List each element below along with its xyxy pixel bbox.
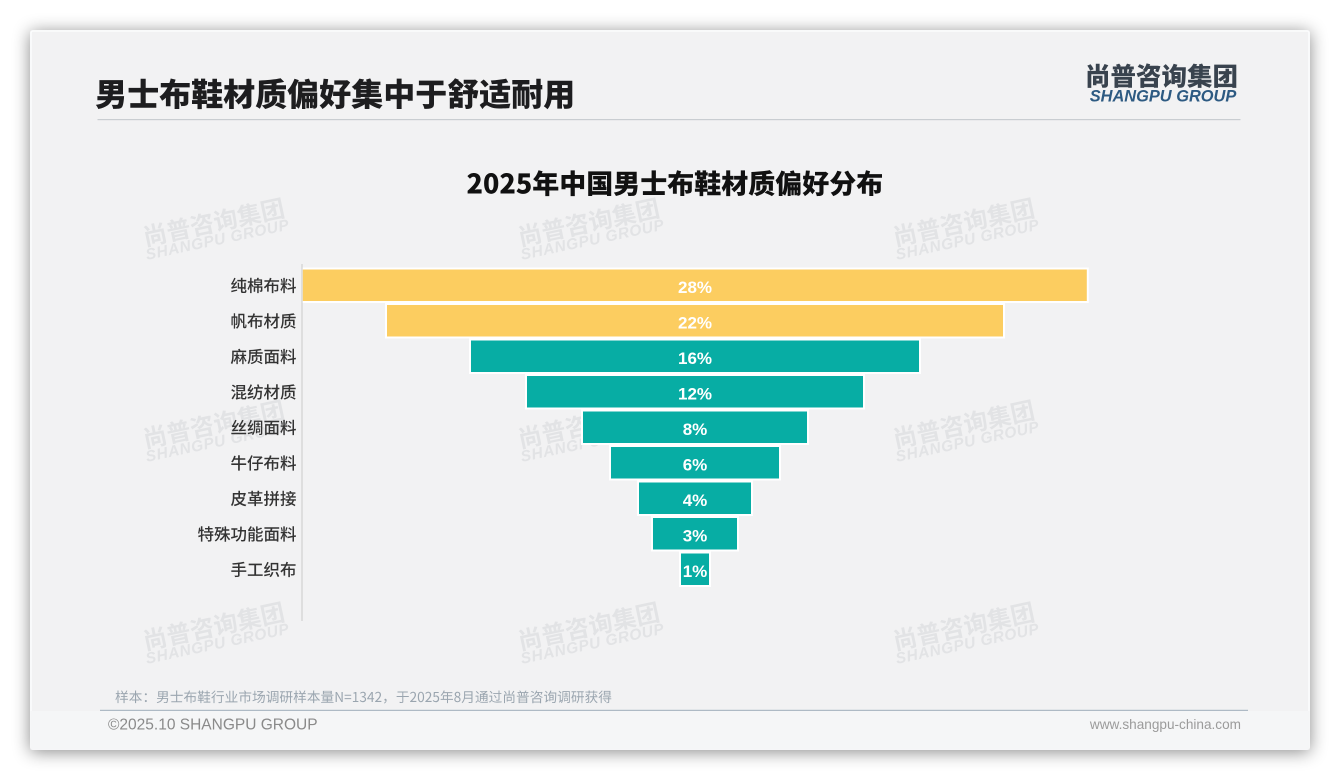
- svg-text:4%: 4%: [683, 491, 708, 510]
- svg-text:www.shangpu-china.com: www.shangpu-china.com: [1089, 717, 1241, 732]
- svg-text:3%: 3%: [683, 526, 708, 545]
- svg-text:12%: 12%: [678, 384, 712, 403]
- svg-text:22%: 22%: [678, 313, 712, 332]
- svg-text:©2025.10 SHANGPU GROUP: ©2025.10 SHANGPU GROUP: [108, 717, 318, 734]
- svg-text:16%: 16%: [678, 349, 712, 368]
- svg-text:SHANGPU GROUP: SHANGPU GROUP: [1090, 88, 1237, 106]
- svg-text:8%: 8%: [683, 420, 708, 439]
- svg-text:1%: 1%: [683, 562, 708, 581]
- svg-text:6%: 6%: [683, 455, 708, 474]
- svg-text:28%: 28%: [678, 278, 712, 297]
